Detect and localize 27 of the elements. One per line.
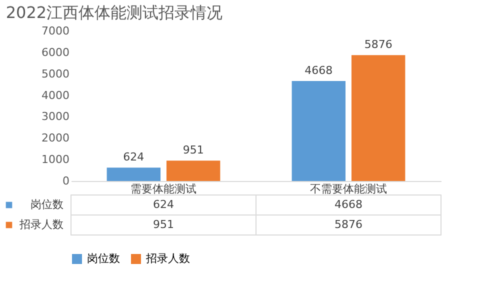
y-tick-label: 7000 (42, 24, 70, 38)
x-tick-label: 需要体能测试 (130, 182, 196, 196)
text: 岗位数 (87, 252, 120, 265)
chart-title: 2022江西体体能测试招录情况 (6, 3, 223, 22)
bar (106, 168, 161, 181)
text: 5876 (364, 38, 392, 52)
data-label: 624 (153, 198, 174, 211)
bar (351, 55, 406, 181)
y-tick-label: 2000 (42, 132, 70, 145)
data-label: 4668 (334, 198, 362, 211)
text: 624 (123, 150, 144, 164)
legend-label: 招录人数 (145, 252, 190, 265)
data-label: 951 (153, 218, 174, 231)
data-label: 5876 (334, 218, 362, 231)
bar (166, 160, 220, 181)
text: 招录人数 (20, 218, 64, 231)
y-tick-label: 0 (62, 174, 70, 188)
x-tick-label: 不需要体能测试 (310, 182, 387, 196)
bar (292, 80, 346, 181)
text: 4668 (304, 64, 333, 77)
y-tick-label: 4000 (42, 88, 70, 102)
text: 951 (182, 144, 204, 157)
y-tick-label: 5000 (42, 67, 70, 80)
legend-label: 岗位数 (30, 198, 64, 211)
y-tick-label: 1000 (42, 153, 70, 166)
y-tick-label: 3000 (42, 110, 70, 124)
y-tick-label: 6000 (42, 46, 70, 59)
